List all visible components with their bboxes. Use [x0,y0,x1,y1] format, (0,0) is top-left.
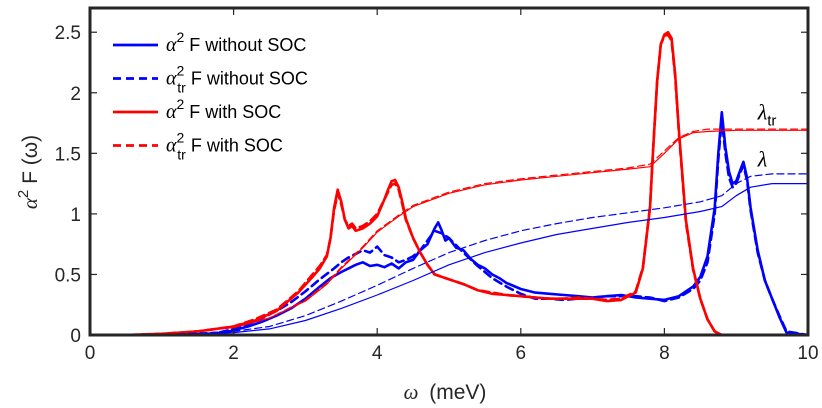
annotation-lambda-tr: λtr [757,99,777,129]
series-line-alpha2tr-f-with-soc [88,33,810,337]
legend-entry: α2 tr F without SOC [113,63,308,96]
series-line-lambda-tr-with-soc [89,128,809,336]
series-line-lambda-with-soc [89,129,809,336]
legend-label: α2 F without SOC [166,29,306,56]
x-tick-label: 6 [516,343,527,364]
plot-frame [88,6,810,337]
tick-layer: 0 2 4 6 8 10 0 0.5 1 1.5 2 2.5 [55,8,819,364]
series-layer [88,30,810,337]
series-line-lambda-tr-without-soc [89,173,809,336]
legend-label: α2 tr F with SOC [166,130,283,163]
y-axis-label: α2 F (ω) [15,135,42,209]
annotation-lambda: λ [757,147,768,172]
y-tick-label: 2 [70,84,81,105]
legend-entry: α2 F without SOC [113,29,306,56]
series-line-lambda-without-soc [89,183,809,336]
y-tick-label: 0.5 [55,265,81,286]
y-tick-label: 1 [70,205,81,226]
x-tick-label: 4 [372,343,383,364]
x-tick-label: 0 [85,343,96,364]
annotation-layer: λtr λ [757,99,777,171]
y-tick-label: 2.5 [55,23,81,44]
legend-label: α2 tr F without SOC [166,63,308,96]
series-line-alpha2-f-without-soc [88,110,810,337]
y-tick-label: 1.5 [55,144,81,165]
x-axis-label: ω (meV) [404,380,487,404]
series-line-alpha2tr-f-without-soc [88,118,810,337]
legend-label: α2 F with SOC [166,96,281,123]
x-tick-label: 10 [797,343,818,364]
x-tick-label: 2 [228,343,239,364]
legend-entry: α2 F with SOC [113,96,281,123]
x-tick-label: 8 [659,343,670,364]
legend-entry: α2 tr F with SOC [113,130,283,163]
y-tick-label: 0 [70,326,81,347]
